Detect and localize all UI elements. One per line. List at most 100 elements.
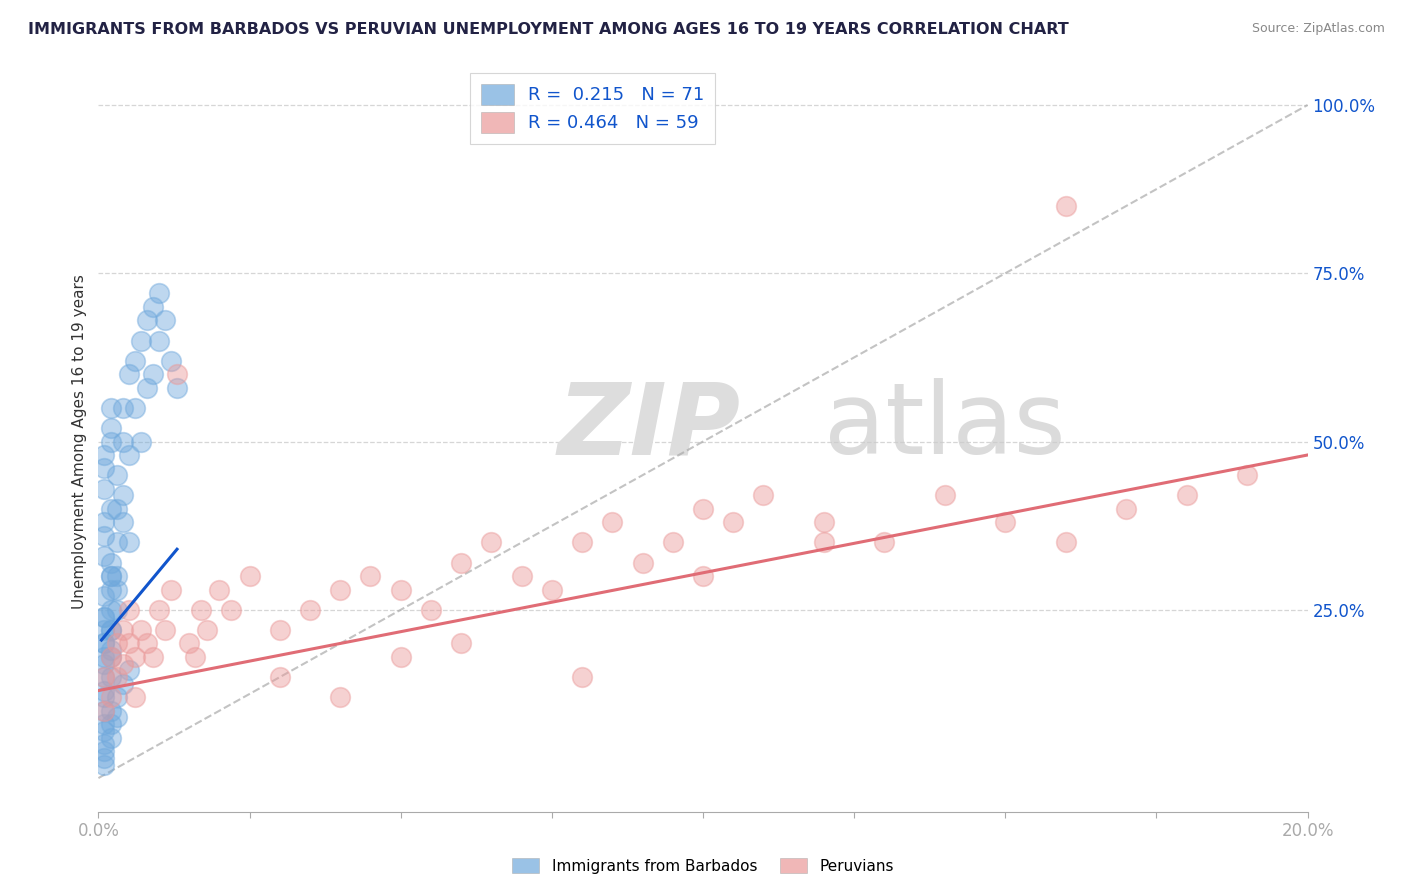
Point — [179, 636, 201, 650]
Point — [148, 286, 170, 301]
Point — [813, 535, 835, 549]
Point — [93, 590, 115, 604]
Point — [450, 556, 472, 570]
Point — [93, 461, 115, 475]
Point — [100, 623, 122, 637]
Point — [329, 582, 352, 597]
Point — [118, 535, 141, 549]
Y-axis label: Unemployment Among Ages 16 to 19 years: Unemployment Among Ages 16 to 19 years — [72, 274, 87, 609]
Point — [111, 623, 134, 637]
Point — [111, 677, 134, 691]
Point — [631, 556, 654, 570]
Point — [142, 300, 165, 314]
Point — [208, 582, 231, 597]
Point — [571, 670, 593, 684]
Point — [93, 723, 115, 738]
Point — [100, 421, 122, 435]
Point — [100, 501, 122, 516]
Point — [1054, 535, 1077, 549]
Point — [166, 381, 188, 395]
Point — [93, 683, 115, 698]
Point — [105, 670, 128, 684]
Point — [105, 501, 128, 516]
Point — [153, 623, 176, 637]
Point — [153, 313, 176, 327]
Point — [195, 623, 218, 637]
Point — [142, 649, 165, 664]
Point — [100, 704, 122, 718]
Point — [100, 690, 122, 705]
Point — [93, 704, 115, 718]
Point — [221, 603, 243, 617]
Point — [269, 670, 291, 684]
Point — [100, 569, 122, 583]
Point — [93, 670, 115, 684]
Point — [118, 664, 141, 678]
Text: Source: ZipAtlas.com: Source: ZipAtlas.com — [1251, 22, 1385, 36]
Text: atlas: atlas — [824, 378, 1066, 475]
Point — [100, 649, 122, 664]
Point — [142, 368, 165, 382]
Point — [100, 401, 122, 415]
Point — [93, 636, 115, 650]
Point — [93, 649, 115, 664]
Point — [166, 368, 188, 382]
Point — [813, 516, 835, 530]
Point — [93, 609, 115, 624]
Point — [148, 603, 170, 617]
Point — [93, 657, 115, 671]
Point — [93, 609, 115, 624]
Point — [148, 334, 170, 348]
Point — [420, 603, 443, 617]
Point — [269, 623, 291, 637]
Point — [661, 535, 683, 549]
Point — [934, 488, 956, 502]
Legend: R =  0.215   N = 71, R = 0.464   N = 59: R = 0.215 N = 71, R = 0.464 N = 59 — [470, 73, 716, 144]
Point — [100, 623, 122, 637]
Point — [100, 556, 122, 570]
Point — [299, 603, 322, 617]
Point — [93, 738, 115, 752]
Point — [481, 535, 503, 549]
Point — [135, 381, 157, 395]
Point — [118, 368, 141, 382]
Point — [93, 744, 115, 758]
Point — [1175, 488, 1198, 502]
Point — [389, 649, 412, 664]
Point — [1236, 468, 1258, 483]
Point — [93, 690, 115, 705]
Point — [135, 636, 157, 650]
Point — [111, 516, 134, 530]
Point — [129, 434, 152, 449]
Point — [105, 582, 128, 597]
Point — [329, 690, 352, 705]
Point — [111, 488, 134, 502]
Point — [100, 649, 122, 664]
Text: IMMIGRANTS FROM BARBADOS VS PERUVIAN UNEMPLOYMENT AMONG AGES 16 TO 19 YEARS CORR: IMMIGRANTS FROM BARBADOS VS PERUVIAN UNE… — [28, 22, 1069, 37]
Point — [100, 603, 122, 617]
Point — [93, 670, 115, 684]
Point — [111, 657, 134, 671]
Point — [100, 569, 122, 583]
Point — [360, 569, 382, 583]
Point — [135, 313, 157, 327]
Point — [100, 643, 122, 657]
Point — [571, 535, 593, 549]
Point — [124, 353, 146, 368]
Point — [93, 636, 115, 650]
Point — [873, 535, 896, 549]
Point — [105, 468, 128, 483]
Point — [692, 569, 714, 583]
Point — [93, 448, 115, 462]
Point — [93, 482, 115, 496]
Point — [124, 690, 146, 705]
Point — [100, 582, 122, 597]
Point — [100, 731, 122, 745]
Point — [105, 710, 128, 724]
Point — [124, 649, 146, 664]
Point — [1054, 199, 1077, 213]
Point — [692, 501, 714, 516]
Point — [129, 623, 152, 637]
Point — [239, 569, 262, 583]
Point — [450, 636, 472, 650]
